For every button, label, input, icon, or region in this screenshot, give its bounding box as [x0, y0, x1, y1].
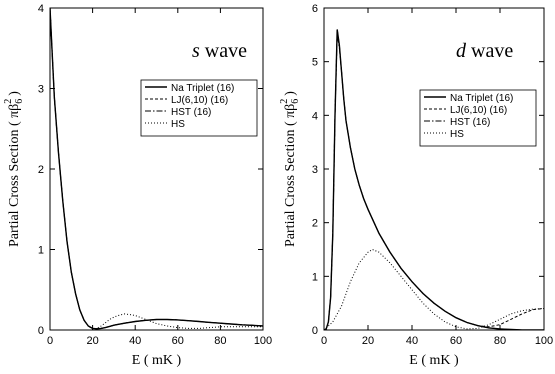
x-tick-label: 40 — [129, 335, 141, 347]
y-axis-label-close: ) — [7, 91, 22, 96]
x-tick-label: 80 — [214, 335, 226, 347]
series-line-2 — [324, 29, 544, 330]
y-axis-label-symbol: πβ — [283, 104, 298, 118]
legend-entry: HS — [450, 129, 464, 140]
x-tick-label: 60 — [172, 335, 184, 347]
y-tick-label: 4 — [38, 3, 44, 15]
y-tick-label: 1 — [38, 245, 44, 257]
legend-entry: LJ(6,10) (16) — [450, 105, 507, 116]
legend-entry: HST (16) — [450, 117, 490, 128]
legend-entry: HST (16) — [171, 107, 211, 118]
x-axis-label: E ( mK ) — [409, 353, 459, 368]
x-axis-label: E ( mK ) — [132, 353, 182, 368]
x-tick-label: 20 — [362, 335, 374, 347]
legend: Na Triplet (16)LJ(6,10) (16)HST (16)HS — [419, 89, 537, 147]
wave-annotation-text: wave — [466, 40, 513, 62]
x-tick-label: 100 — [535, 335, 553, 347]
y-tick-label: 6 — [312, 3, 318, 15]
x-tick-label: 0 — [321, 335, 327, 347]
y-tick-label: 4 — [312, 110, 318, 122]
y-axis-label-close: ) — [283, 91, 298, 96]
series-line-1 — [324, 29, 544, 330]
y-tick-label: 0 — [38, 325, 44, 337]
y-axis-label-sub: 6 — [14, 99, 25, 104]
legend: Na Triplet (16)LJ(6,10) (16)HST (16)HS — [140, 79, 258, 137]
y-tick-label: 5 — [312, 57, 318, 69]
legend-box — [419, 89, 537, 147]
x-tick-label: 0 — [47, 335, 53, 347]
series-line-4 — [324, 248, 544, 330]
y-axis-label-symbol: πβ — [7, 104, 22, 118]
y-axis-label-sup: 2 — [3, 99, 14, 104]
x-tick-label: 40 — [406, 335, 418, 347]
x-tick-label: 20 — [86, 335, 98, 347]
wave-annotation: d wave — [456, 40, 513, 62]
series-line-3 — [50, 8, 263, 330]
legend-entry: LJ(6,10) (16) — [171, 95, 228, 106]
legend-entry: Na Triplet (16) — [171, 83, 234, 94]
series-line-4 — [50, 8, 263, 330]
y-tick-label: 3 — [38, 84, 44, 96]
wave-annotation-text: wave — [200, 40, 247, 62]
y-tick-label: 2 — [312, 218, 318, 230]
legend-entry: HS — [171, 119, 185, 130]
series-group — [50, 8, 263, 330]
y-axis-label-sup: 2 — [279, 99, 290, 104]
wave-annotation: s wave — [192, 40, 247, 62]
x-tick-label: 100 — [254, 335, 272, 347]
y-axis-label: Partial Cross Section ( πβ62) — [3, 91, 25, 247]
y-tick-label: 3 — [312, 164, 318, 176]
wave-annotation-letter: d — [456, 40, 467, 62]
y-axis-label-main: Partial Cross Section ( — [7, 118, 22, 247]
chart-panel-1: 0 20 40 60 80 100 0 1 2 3 4 E ( mK ) Partial Cross S… — [3, 3, 272, 368]
legend-entry: Na Triplet (16) — [450, 93, 513, 104]
legend-box — [140, 79, 258, 137]
wave-annotation-letter: s — [192, 40, 200, 62]
y-axis-label-main: Partial Cross Section ( — [283, 118, 298, 247]
series-line-3 — [324, 34, 544, 330]
chart-panel-2: 0 20 40 60 80 100 0 1 2 3 4 5 6 E ( mK ) Partial Cross… — [279, 3, 553, 368]
x-tick-label: 80 — [494, 335, 506, 347]
y-tick-label: 0 — [312, 325, 318, 337]
y-axis-label: Partial Cross Section ( πβ62) — [279, 91, 301, 247]
y-axis-label-sub: 6 — [290, 99, 301, 104]
x-tick-label: 60 — [450, 335, 462, 347]
y-tick-label: 2 — [38, 164, 44, 176]
y-tick-label: 1 — [312, 271, 318, 283]
series-group — [324, 29, 544, 330]
